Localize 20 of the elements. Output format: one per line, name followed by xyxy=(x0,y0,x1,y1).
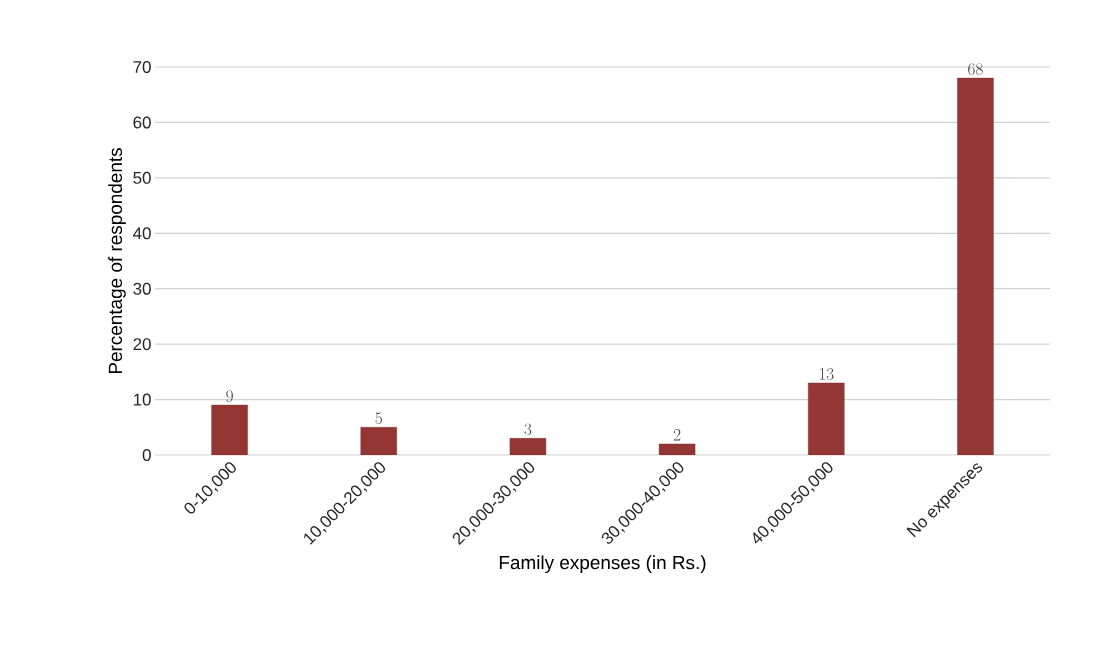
y-tick-label: 0 xyxy=(142,449,151,461)
y-tick-label: 40 xyxy=(133,227,151,240)
y-tick-label: 60 xyxy=(133,116,151,129)
bar xyxy=(957,77,994,455)
data-label: 13 xyxy=(819,368,834,380)
data-label: 2 xyxy=(673,429,681,441)
data-label: 68 xyxy=(968,63,983,75)
y-tick-label: 10 xyxy=(133,393,151,406)
y-tick-label: 50 xyxy=(133,171,151,184)
bar xyxy=(360,427,397,455)
bar xyxy=(211,404,248,455)
y-tick-label: 70 xyxy=(133,61,151,74)
data-label: 9 xyxy=(226,390,233,402)
y-tick-label: 30 xyxy=(133,282,151,295)
y-tick-label: 20 xyxy=(133,338,151,351)
data-label: 3 xyxy=(524,423,532,436)
y-axis-title: Percentage of respondents xyxy=(108,148,126,374)
bar xyxy=(808,382,845,455)
data-label: 5 xyxy=(375,412,382,425)
x-axis-title: Family expenses (in Rs.) xyxy=(499,555,706,573)
